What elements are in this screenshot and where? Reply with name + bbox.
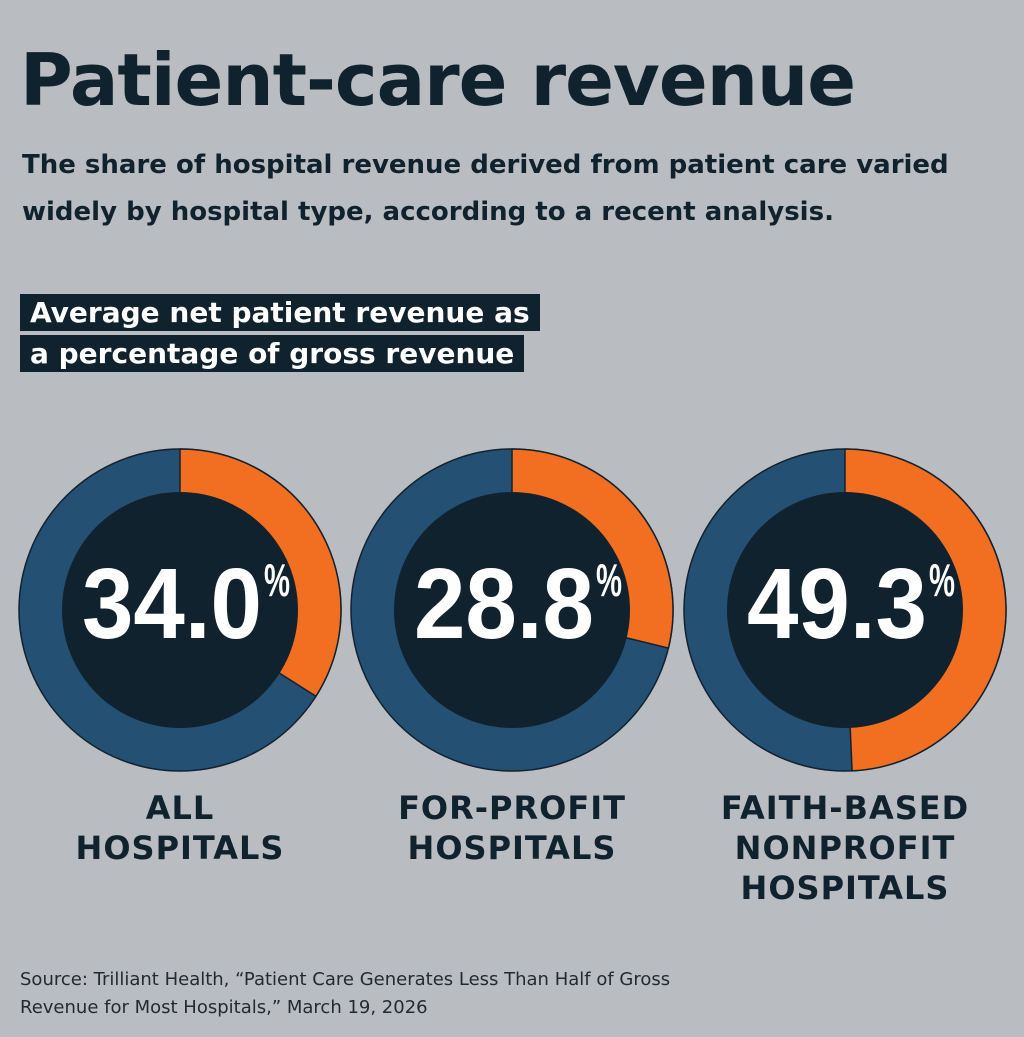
unit-label: % bbox=[596, 554, 622, 606]
value-label: 49.3 bbox=[747, 548, 927, 660]
category-label: ALL HOSPITALS bbox=[75, 789, 285, 867]
unit-label: % bbox=[264, 554, 290, 606]
donut-hole bbox=[727, 492, 963, 728]
chart-label-box: Average net patient revenue as a percent… bbox=[20, 292, 540, 374]
value-label: 28.8 bbox=[414, 548, 594, 660]
donut-hole bbox=[394, 492, 630, 728]
donut-hole bbox=[62, 492, 298, 728]
category-label: FOR-PROFIT HOSPITALS bbox=[398, 789, 626, 867]
chart-label: Average net patient revenue as a percent… bbox=[20, 294, 540, 372]
unit-label: % bbox=[929, 554, 955, 606]
value-label: 34.0 bbox=[82, 548, 262, 660]
category-label: FAITH-BASED NONPROFIT HOSPITALS bbox=[720, 789, 970, 907]
source: Source: Trilliant Health, “Patient Care … bbox=[20, 969, 671, 1018]
title: Patient-care revenue bbox=[20, 38, 856, 122]
subtitle: The share of hospital revenue derived fr… bbox=[22, 150, 949, 227]
